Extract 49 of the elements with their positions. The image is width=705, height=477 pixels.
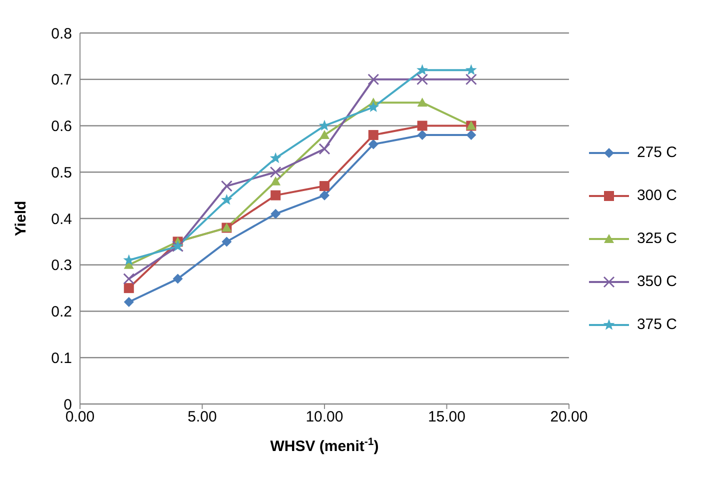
point <box>318 143 330 155</box>
point <box>465 64 477 75</box>
x-tick-label: 10.00 <box>306 408 344 426</box>
point <box>319 130 330 140</box>
point <box>368 139 378 150</box>
y-tick-label: 0.7 <box>51 72 72 89</box>
point <box>368 74 380 86</box>
x-tick-label: 5.00 <box>188 408 217 426</box>
x-tick-label: 0.00 <box>65 408 95 426</box>
point <box>319 181 330 192</box>
point <box>270 152 282 164</box>
point <box>368 130 378 140</box>
y-tick-label: 0.4 <box>51 210 72 228</box>
y-axis-title: Yield <box>12 200 30 236</box>
point <box>416 74 428 86</box>
point <box>270 166 282 178</box>
point <box>222 236 232 247</box>
point <box>270 176 281 186</box>
point <box>220 180 232 192</box>
point <box>466 130 476 140</box>
y-tick-label: 0.2 <box>51 304 72 321</box>
point <box>124 296 134 307</box>
point <box>417 120 428 131</box>
point <box>319 190 330 200</box>
point <box>465 74 477 86</box>
point <box>368 101 380 112</box>
legend-label: 300 C <box>636 187 677 204</box>
point <box>220 194 232 205</box>
y-tick-label: 0.5 <box>51 164 72 182</box>
point <box>270 190 281 200</box>
legend-label: 325 C <box>636 230 677 247</box>
y-tick-label: 0.3 <box>51 257 72 274</box>
x-tick-label: 20.00 <box>550 408 588 426</box>
y-tick-label: 0.1 <box>51 350 72 367</box>
legend-label: 275 C <box>636 144 677 161</box>
x-tick-label: 15.00 <box>428 408 466 426</box>
legend-label: 350 C <box>636 273 677 290</box>
x-axis-title: WHSV (menit$^{-1}$) <box>270 436 379 455</box>
legend-label: 375 C <box>636 316 677 333</box>
y-tick-label: 0.8 <box>51 25 72 42</box>
point <box>318 120 330 131</box>
point <box>172 274 183 284</box>
y-tick-label: 0.6 <box>51 118 72 136</box>
point <box>123 273 135 285</box>
point <box>417 130 428 140</box>
point <box>124 283 134 294</box>
point <box>417 98 428 107</box>
point <box>270 208 281 219</box>
point <box>416 64 428 75</box>
